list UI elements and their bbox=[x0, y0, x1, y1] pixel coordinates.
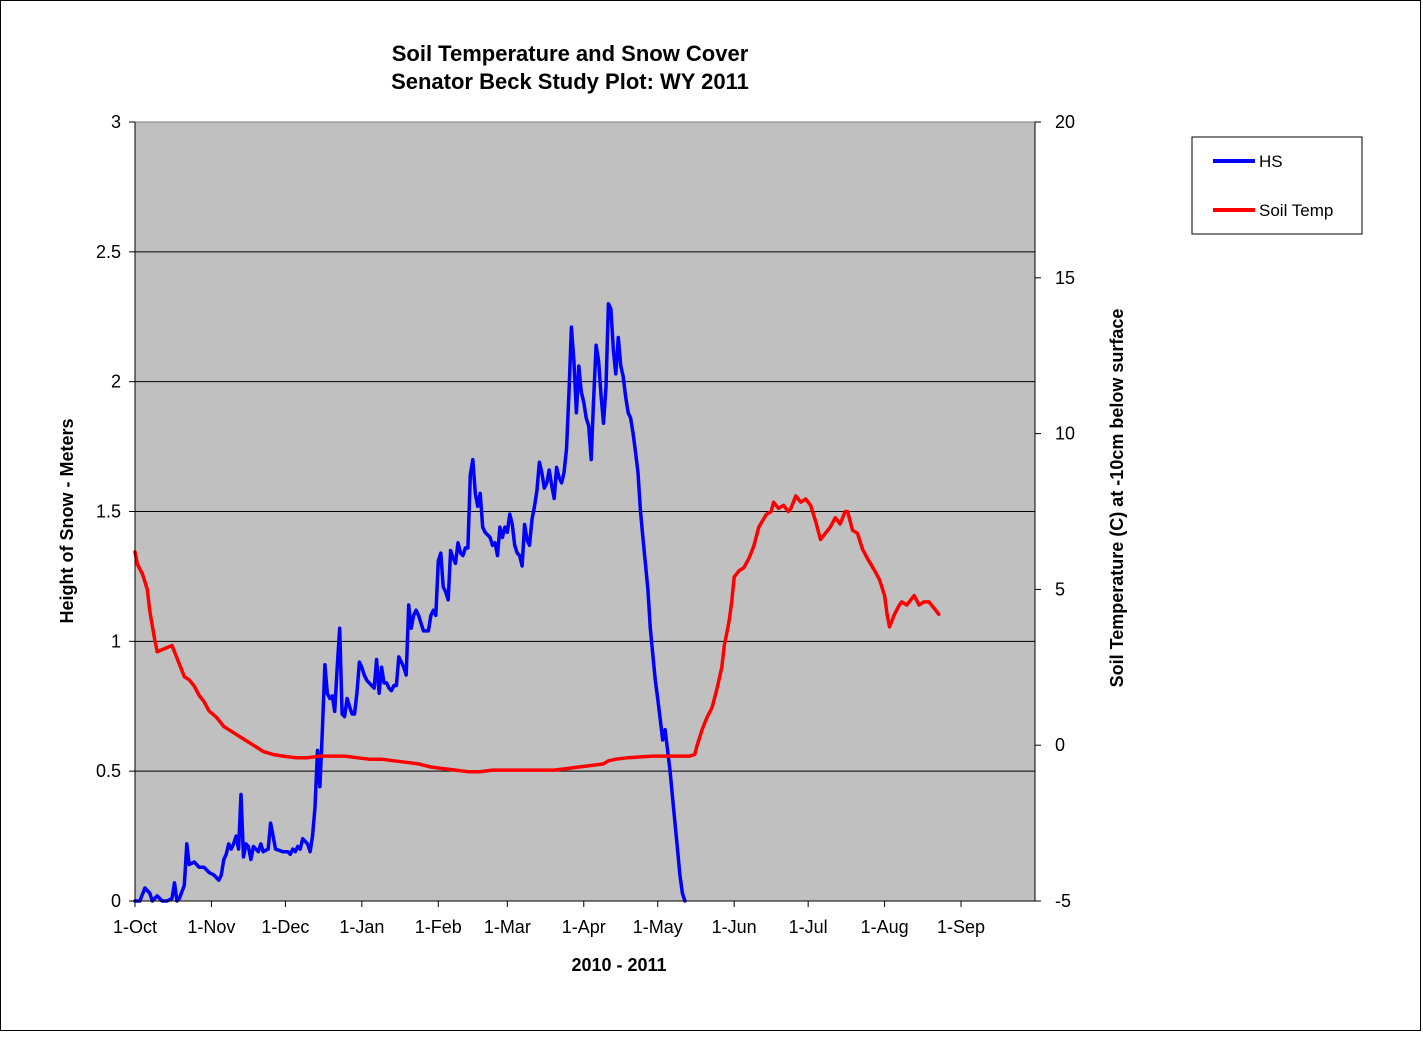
x-tick-label: 1-Jun bbox=[712, 917, 757, 937]
y-tick-label-left: 3 bbox=[111, 112, 121, 132]
series-layer bbox=[133, 302, 941, 903]
x-tick-label: 1-Jul bbox=[789, 917, 828, 937]
y-tick-label-right: -5 bbox=[1055, 891, 1071, 911]
series-line-soil-temp bbox=[133, 494, 941, 774]
y-tick-label-left: 0 bbox=[111, 891, 121, 911]
y-tick-label-left: 2 bbox=[111, 372, 121, 392]
x-axis-title: 2010 - 2011 bbox=[571, 955, 666, 975]
x-tick-label: 1-Jan bbox=[339, 917, 384, 937]
x-tick-label: 1-Apr bbox=[562, 917, 606, 937]
y-tick-label-left: 1.5 bbox=[96, 502, 121, 522]
x-tick-label: 1-Nov bbox=[187, 917, 235, 937]
x-tick-label: 1-Aug bbox=[861, 917, 909, 937]
x-tick-label: 1-Sep bbox=[937, 917, 985, 937]
legend-label-hs: HS bbox=[1259, 152, 1283, 171]
y-axis-title-left: Height of Snow - Meters bbox=[57, 418, 77, 623]
y-tick-label-right: 15 bbox=[1055, 268, 1075, 288]
legend-box bbox=[1191, 136, 1363, 235]
y-tick-label-right: 5 bbox=[1055, 579, 1065, 599]
chart-title: Soil Temperature and Snow Cover bbox=[392, 41, 749, 66]
y-tick-label-left: 2.5 bbox=[96, 242, 121, 262]
y-tick-label-right: 0 bbox=[1055, 735, 1065, 755]
series-line-hs bbox=[133, 302, 687, 903]
y-tick-label-left: 1 bbox=[111, 631, 121, 651]
x-tick-label: 1-Feb bbox=[415, 917, 462, 937]
chart-subtitle: Senator Beck Study Plot: WY 2011 bbox=[391, 69, 749, 94]
y-tick-label-right: 10 bbox=[1055, 424, 1075, 444]
x-tick-label: 1-Dec bbox=[261, 917, 309, 937]
legend-label-soil-temp: Soil Temp bbox=[1259, 201, 1333, 220]
gridlines bbox=[135, 251, 1035, 772]
x-tick-label: 1-Oct bbox=[113, 917, 157, 937]
y-tick-label-right: 20 bbox=[1055, 112, 1075, 132]
axes-layer: 0 0.5 1 1.5 2 2.5 3 -5 0 5 10 15 20 1-Oct 1-Nov 1-Dec 1-… bbox=[96, 112, 1075, 937]
y-axis-title-right: Soil Temperature (C) at -10cm below surf… bbox=[1107, 309, 1127, 688]
y-tick-label-left: 0.5 bbox=[96, 761, 121, 781]
legend: HS Soil Temp bbox=[1191, 136, 1363, 235]
x-tick-label: 1-Mar bbox=[484, 917, 531, 937]
x-tick-label: 1-May bbox=[633, 917, 683, 937]
